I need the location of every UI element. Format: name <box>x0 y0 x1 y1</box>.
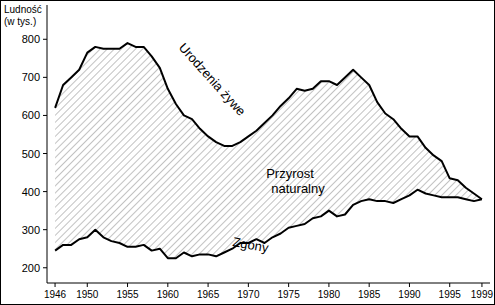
x-tick-label: 1970 <box>237 289 260 300</box>
y-tick <box>43 39 47 40</box>
x-tick <box>409 283 410 287</box>
series-label: Urodzenia żywe <box>176 40 249 119</box>
x-tick-label: 1995 <box>439 289 462 300</box>
y-axis-label: Ludność(w tys.) <box>4 4 42 27</box>
x-tick <box>481 283 482 287</box>
x-tick-label: 1990 <box>398 289 421 300</box>
x-tick <box>127 283 128 287</box>
x-tick-label: 1955 <box>116 289 139 300</box>
x-tick-label: 1985 <box>358 289 381 300</box>
x-tick <box>449 283 450 287</box>
border <box>1 1 495 305</box>
area-label: Przyrostnaturalny <box>266 166 325 196</box>
y-tick <box>43 77 47 78</box>
y-tick <box>43 115 47 116</box>
y-tick-label: 500 <box>22 148 40 160</box>
area-label-line: Przyrost <box>266 166 314 181</box>
y-tick-label: 400 <box>22 186 40 198</box>
y-axis-label-line: Ludność <box>4 4 42 15</box>
x-tick <box>208 283 209 287</box>
x-tick-label: 1975 <box>278 289 301 300</box>
x-tick-label: 1950 <box>76 289 99 300</box>
x-tick-label: 1965 <box>197 289 220 300</box>
y-tick-label: 700 <box>22 71 40 83</box>
x-tick <box>369 283 370 287</box>
y-tick-label: 200 <box>22 262 40 274</box>
y-tick <box>43 191 47 192</box>
plot-area <box>55 43 482 258</box>
series-line <box>55 190 482 259</box>
y-tick <box>43 229 47 230</box>
x-tick <box>328 283 329 287</box>
series-line <box>55 43 482 199</box>
area-label-line: naturalny <box>271 181 325 196</box>
y-axis <box>47 5 48 283</box>
x-tick <box>288 283 289 287</box>
x-tick <box>248 283 249 287</box>
x-axis <box>47 283 490 284</box>
y-tick-label: 300 <box>22 224 40 236</box>
y-tick-label: 800 <box>22 33 40 45</box>
y-tick <box>43 153 47 154</box>
x-tick <box>167 283 168 287</box>
x-tick <box>87 283 88 287</box>
y-tick <box>43 267 47 268</box>
x-tick-label: 1980 <box>318 289 341 300</box>
y-axis-label-line: (w tys.) <box>4 16 36 27</box>
x-tick-label: 1946 <box>44 289 67 300</box>
hatch-area <box>55 43 482 258</box>
y-tick-label: 600 <box>22 109 40 121</box>
series-label: Zgony <box>231 234 270 255</box>
x-tick-label: 1960 <box>157 289 180 300</box>
x-tick-label: 1999 <box>471 289 494 300</box>
x-tick <box>55 283 56 287</box>
chart: 200 300 400 500 600 700 800 1946 1950 1955 1960 196… <box>0 0 495 305</box>
